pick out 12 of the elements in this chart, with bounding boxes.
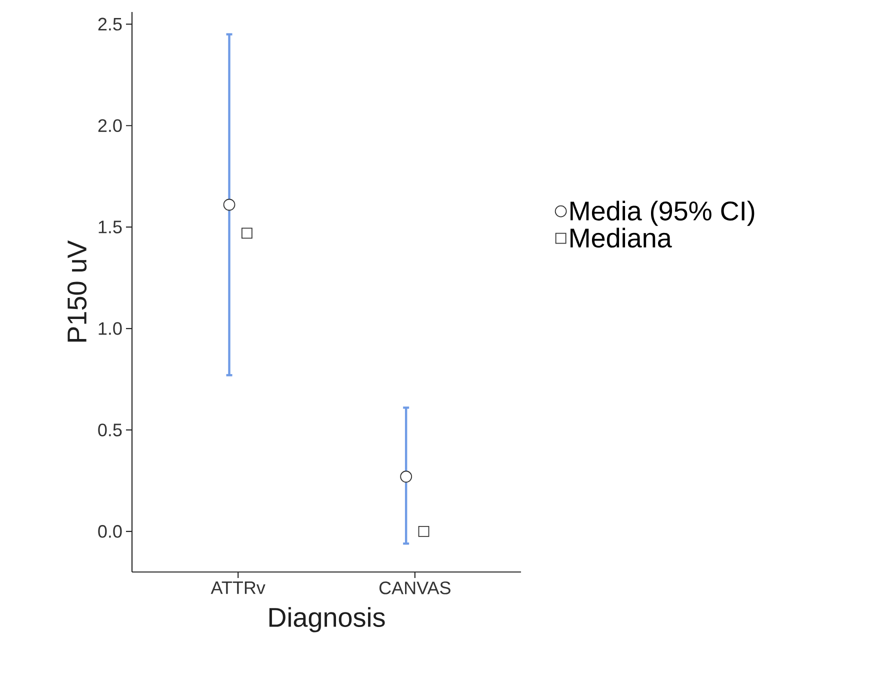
y-tick-label: 0.0	[98, 525, 122, 538]
x-tick-label: CANVAS	[379, 582, 450, 594]
y-tick-label: 2.0	[98, 119, 122, 132]
y-axis-title: P150 uV	[67, 240, 87, 342]
legend-label: Media (95% CI)	[570, 200, 754, 226]
y-tick-label: 1.0	[98, 322, 122, 335]
y-tick-label: 0.5	[98, 424, 122, 436]
legend-label: Mediana	[570, 228, 672, 248]
y-tick-label: 2.5	[98, 18, 122, 31]
x-axis-title: Diagnosis	[269, 607, 385, 632]
y-tick-label: 1.5	[98, 220, 122, 234]
x-tick-label: ATTRv	[210, 582, 266, 594]
